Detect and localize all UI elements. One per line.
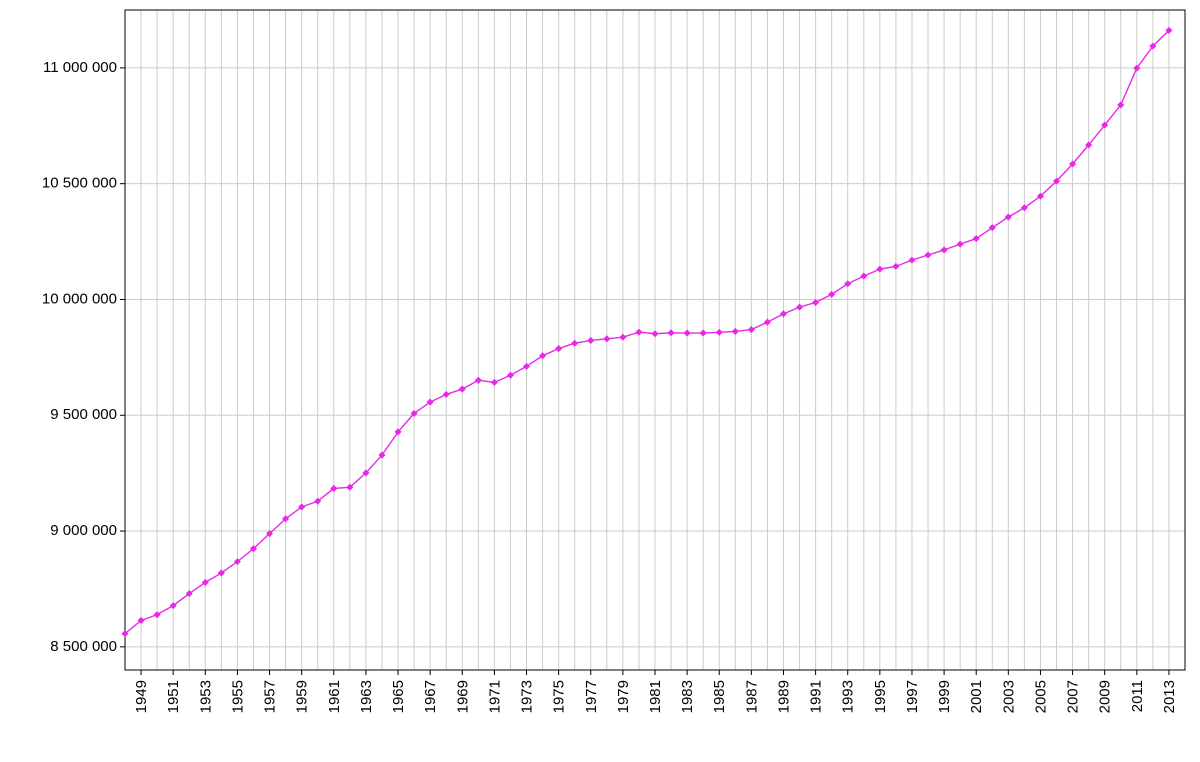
x-tick-label: 1951 <box>165 680 182 713</box>
x-tick-label: 1965 <box>390 680 407 713</box>
x-tick-label: 1975 <box>551 680 568 713</box>
x-tick-label: 1961 <box>326 680 343 713</box>
x-tick-label: 1953 <box>197 680 214 713</box>
chart-svg: 8 500 000 9 000 000 9 500 000 10 000 000 10 … <box>0 0 1200 762</box>
x-tick-label: 2001 <box>968 680 985 713</box>
y-tick-label: 9 000 000 <box>50 522 117 539</box>
x-tick-label: 1957 <box>262 680 279 713</box>
x-tick-label: 2003 <box>1000 680 1017 713</box>
y-tick-label: 9 500 000 <box>50 406 117 423</box>
x-tick-label: 1993 <box>840 680 857 713</box>
x-tick-label: 1999 <box>936 680 953 713</box>
x-tick-label: 1949 <box>133 680 150 713</box>
y-tick-label: 11 000 000 <box>43 59 117 76</box>
x-tick-label: 1955 <box>229 680 246 713</box>
x-tick-label: 1967 <box>422 680 439 713</box>
x-tick-label: 2005 <box>1032 680 1049 713</box>
x-tick-label: 1981 <box>647 680 664 713</box>
x-tick-label: 1973 <box>519 680 536 713</box>
x-tick-label: 1985 <box>711 680 728 713</box>
x-tick-label: 1997 <box>904 680 921 713</box>
x-tick-label: 1971 <box>486 680 503 713</box>
x-tick-label: 1959 <box>294 680 311 713</box>
y-tick-label: 10 000 000 <box>42 290 117 307</box>
y-tick-label: 10 500 000 <box>42 175 117 192</box>
x-tick-label: 1995 <box>872 680 889 713</box>
x-tick-label: 1979 <box>615 680 632 713</box>
x-tick-label: 1991 <box>808 680 825 713</box>
x-tick-label: 1989 <box>775 680 792 713</box>
population-line-chart: 8 500 000 9 000 000 9 500 000 10 000 000 10 … <box>0 0 1200 762</box>
x-tick-label: 1977 <box>583 680 600 713</box>
x-tick-label: 2009 <box>1097 680 1114 713</box>
x-tick-label: 1969 <box>454 680 471 713</box>
y-tick-label: 8 500 000 <box>50 638 117 655</box>
x-tick-label: 2011 <box>1129 680 1146 712</box>
x-tick-label: 2007 <box>1065 680 1082 713</box>
x-tick-label: 1987 <box>743 680 760 713</box>
x-tick-label: 1983 <box>679 680 696 713</box>
x-tick-label: 1963 <box>358 680 375 713</box>
x-tick-label: 2013 <box>1161 680 1178 713</box>
